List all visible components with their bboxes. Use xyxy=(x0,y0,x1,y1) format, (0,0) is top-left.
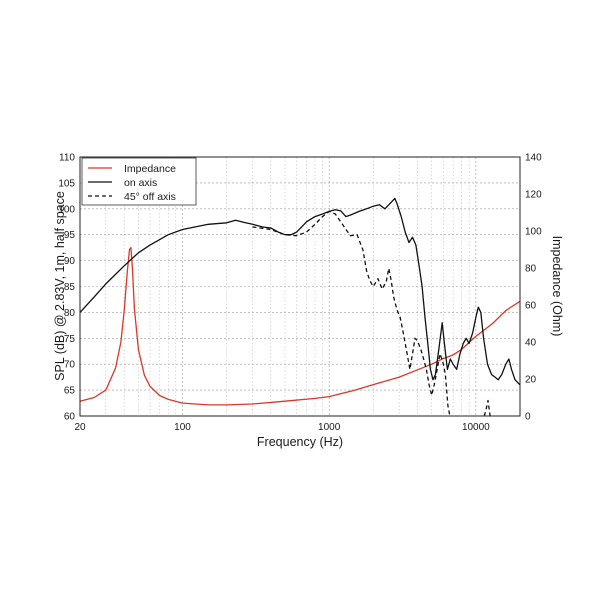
y-tick-label-left: 105 xyxy=(58,178,75,189)
x-axis-label: Frequency (Hz) xyxy=(257,435,343,449)
y-tick-label-left: 80 xyxy=(64,308,76,319)
y-tick-label-right: 40 xyxy=(525,338,537,349)
y-axis-label-right: Impedance (Ohm) xyxy=(550,236,564,337)
y-tick-label-left: 60 xyxy=(64,412,76,423)
y-axis-label-left: SPL (dB) @ 2.83V, 1m, half space xyxy=(53,191,67,381)
series-line-45-off-axis xyxy=(483,399,492,417)
y-tick-label-right: 80 xyxy=(525,264,537,275)
series-line-on-axis xyxy=(79,197,521,386)
plot-frame xyxy=(79,156,521,417)
y-tick-label-left: 95 xyxy=(64,230,76,241)
grid xyxy=(80,157,521,416)
y-tick-label-right: 140 xyxy=(525,153,542,164)
x-tick-label: 1000 xyxy=(318,422,341,433)
legend-label-on-axis: on axis xyxy=(124,177,157,189)
x-tick-label: 10000 xyxy=(462,422,490,433)
legend-label-off-axis: 45° off axis xyxy=(124,191,176,203)
y-tick-label-right: 100 xyxy=(525,227,542,238)
y-tick-label-left: 70 xyxy=(64,360,76,371)
y-tick-label-left: 85 xyxy=(64,282,76,293)
y-tick-label-left: 110 xyxy=(59,153,75,164)
tick-labels: 20 100 1000 10000 60 65 70 75 80 85 90 95 100 105 110 0… xyxy=(58,153,542,434)
legend-label-impedance: Impedance xyxy=(124,163,176,175)
y-tick-label-left: 100 xyxy=(58,204,75,215)
x-tick-label: 100 xyxy=(174,422,191,433)
y-tick-label-left: 75 xyxy=(64,334,76,345)
y-tick-label-left: 65 xyxy=(64,386,76,397)
legend: Impedance on axis 45° off axis xyxy=(81,157,197,206)
y-tick-label-right: 20 xyxy=(525,375,537,386)
y-tick-label-right: 120 xyxy=(525,190,542,201)
y-tick-label-left: 90 xyxy=(64,256,76,267)
series-line-45-off-axis xyxy=(252,210,451,417)
y-tick-label-right: 60 xyxy=(525,301,537,312)
y-tick-label-right: 0 xyxy=(525,412,531,423)
x-tick-label: 20 xyxy=(74,422,86,433)
series-line-impedance xyxy=(79,247,521,406)
plot-area xyxy=(79,197,521,417)
